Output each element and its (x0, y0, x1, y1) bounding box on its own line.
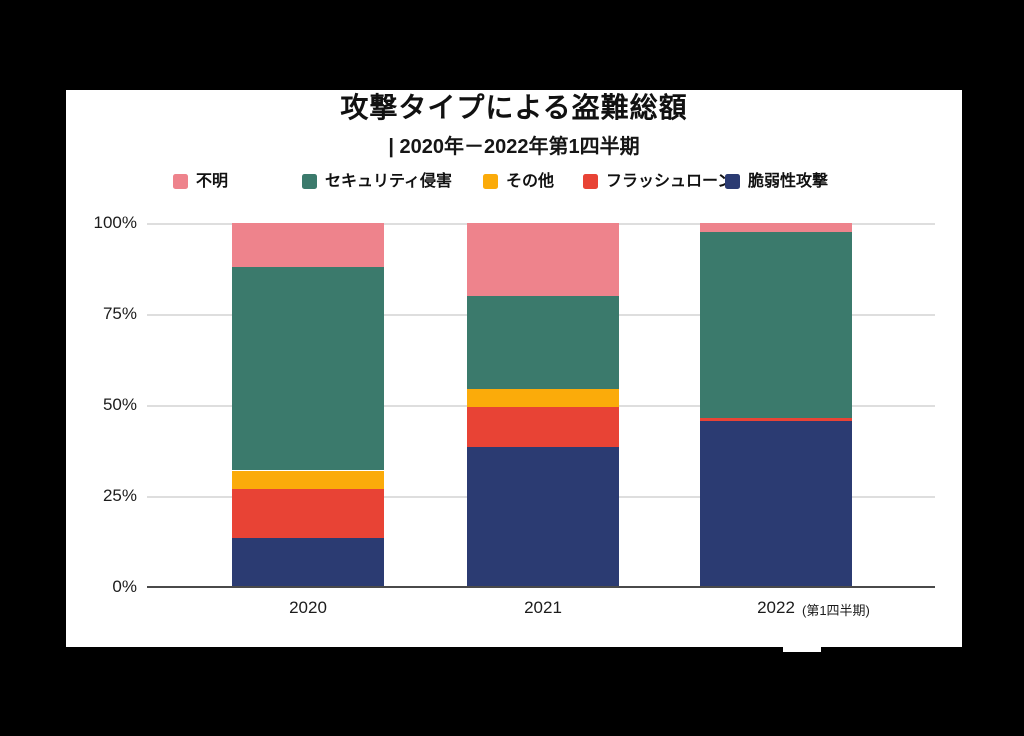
legend-label: その他 (506, 173, 555, 190)
bar-segment (467, 388, 619, 407)
legend-label: 不明 (196, 173, 229, 190)
legend-swatch (725, 174, 740, 189)
legend-item: セキュリティ侵害 (302, 173, 452, 190)
legend-swatch (583, 174, 598, 189)
legend-label: 脆弱性攻撃 (748, 173, 829, 190)
legend-item: フラッシュローン (583, 173, 733, 190)
y-axis-tick-label: 75% (102, 304, 137, 323)
legend-item: その他 (483, 173, 554, 190)
bar-segment (467, 223, 619, 296)
legend-label: セキュリティ侵害 (325, 173, 453, 190)
legend-item: 脆弱性攻撃 (725, 173, 828, 190)
y-axis-tick-label: 25% (102, 486, 137, 505)
bar-segment (467, 406, 619, 447)
x-label-year: 2021 (524, 598, 562, 617)
bar-segment (700, 421, 852, 587)
legend-swatch (173, 174, 188, 189)
bar-segment (232, 488, 384, 538)
bar-segment (232, 266, 384, 471)
bar-segment (700, 232, 852, 418)
legend-label: フラッシュローン (606, 173, 734, 190)
x-axis-category-label: 2021 (467, 598, 619, 618)
bar-segment (700, 223, 852, 233)
bar-segment (232, 470, 384, 489)
y-axis-tick-label: 0% (112, 577, 137, 596)
chart-subtitle: | 2020年－2022年第1四半期 (388, 136, 640, 158)
legend-swatch (483, 174, 498, 189)
card-notch (783, 647, 821, 652)
x-axis-category-label: 2022 (第1四半期) (700, 598, 870, 618)
chart-title: 攻撃タイプによる盗難総額 (340, 92, 688, 123)
y-axis-tick-label: 50% (102, 395, 137, 414)
x-label-suffix: (第1四半期) (802, 603, 870, 618)
bar-segment (232, 537, 384, 587)
x-label-year: 2020 (289, 598, 327, 617)
x-axis-line (147, 586, 935, 588)
x-label-year: 2022 (757, 598, 795, 617)
legend-item: 不明 (173, 173, 228, 190)
bar-segment (467, 446, 619, 587)
bar-segment (467, 295, 619, 389)
bar-segment (700, 417, 852, 422)
y-axis-tick-label: 100% (93, 213, 137, 232)
bar-segment (232, 223, 384, 267)
legend-swatch (302, 174, 317, 189)
x-axis-category-label: 2020 (232, 598, 384, 618)
